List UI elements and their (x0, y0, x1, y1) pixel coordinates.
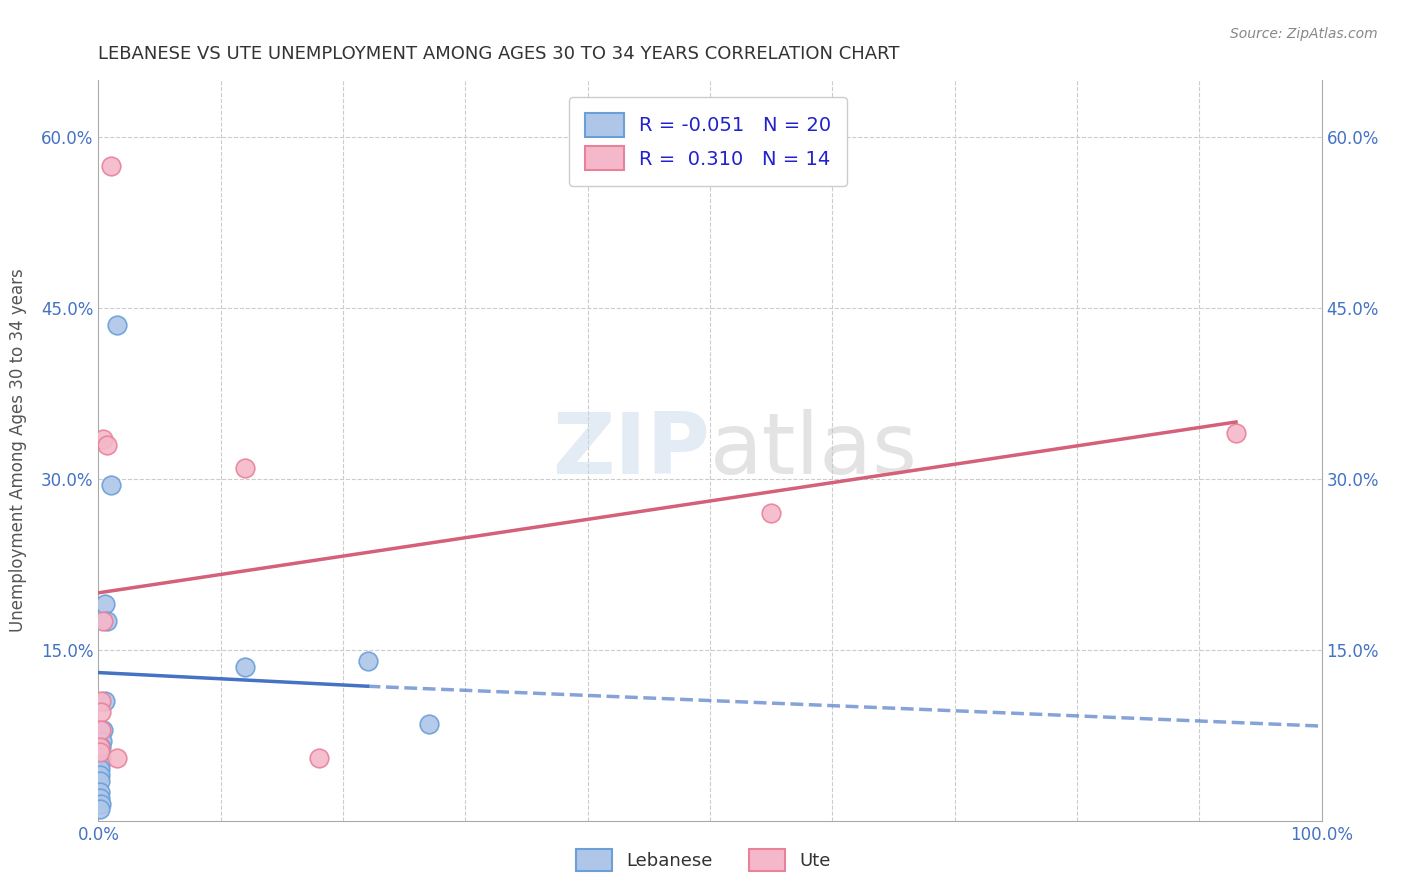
Point (96, 438, 118, 452)
Point (90, 694, 112, 708)
Point (89, 756, 111, 771)
Y-axis label: Unemployment Among Ages 30 to 34 years: Unemployment Among Ages 30 to 34 years (10, 268, 27, 632)
Point (89, 790, 111, 805)
Point (89, 763, 111, 777)
Point (89, 773, 111, 788)
Point (1225, 426, 1247, 441)
Point (90, 739, 112, 754)
Point (90, 723, 112, 737)
Point (100, 159, 122, 173)
Point (89, 785, 111, 799)
Point (233, 660, 256, 674)
Point (89, 768, 111, 782)
Point (91, 723, 114, 737)
Point (91, 432, 114, 446)
Point (89, 745, 111, 759)
Point (90, 706, 112, 720)
Legend: R = -0.051   N = 20, R =  0.310   N = 14: R = -0.051 N = 20, R = 0.310 N = 14 (569, 97, 846, 186)
Point (93, 694, 115, 708)
Point (93, 597, 115, 611)
Point (91, 615, 114, 629)
Text: atlas: atlas (710, 409, 918, 492)
Text: LEBANESE VS UTE UNEMPLOYMENT AMONG AGES 30 TO 34 YEARS CORRELATION CHART: LEBANESE VS UTE UNEMPLOYMENT AMONG AGES … (98, 45, 900, 63)
Point (105, 318, 128, 333)
Point (90, 797, 112, 811)
Point (418, 716, 440, 731)
Point (308, 751, 330, 765)
Point (90, 751, 112, 765)
Point (89, 739, 111, 754)
Point (96, 615, 118, 629)
Point (100, 477, 122, 491)
Text: ZIP: ZIP (553, 409, 710, 492)
Point (356, 654, 378, 668)
Point (105, 751, 128, 765)
Legend: Lebanese, Ute: Lebanese, Ute (568, 842, 838, 879)
Point (91, 734, 114, 748)
Point (233, 460, 256, 475)
Point (761, 506, 783, 520)
Text: Source: ZipAtlas.com: Source: ZipAtlas.com (1230, 27, 1378, 41)
Point (89, 802, 111, 816)
